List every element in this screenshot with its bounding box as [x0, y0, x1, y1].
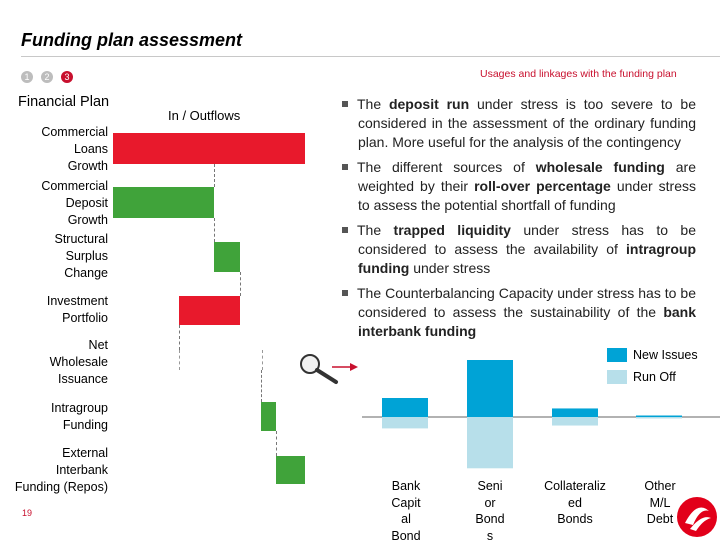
- bullet-deposit-run: The deposit run under stress is too seve…: [342, 95, 696, 152]
- brand-logo-icon: [677, 497, 717, 537]
- category-label: Other M/L Debt: [644, 479, 676, 526]
- bar-new-issues-2: [552, 408, 598, 417]
- connector-2: [214, 218, 215, 242]
- bar-new-issues-3: [636, 415, 682, 417]
- legend-swatch-new-issues: [607, 348, 627, 362]
- bullet-trapped-liquidity: The trapped liquidity under stress has t…: [342, 221, 696, 278]
- row-label-commercial-loans: Commercial Loans Growth: [41, 125, 108, 173]
- bar-new-issues-0: [382, 398, 428, 417]
- magnifier-icon: [300, 354, 358, 384]
- legend-swatch-run-off: [607, 370, 627, 384]
- step-2-badge[interactable]: 2: [41, 71, 53, 83]
- row-label-external-interbank: External Interbank Funding (Repos): [14, 446, 108, 494]
- issuance-chart: [362, 360, 720, 469]
- row-label-structural-surplus: Structural Surplus Change: [54, 232, 109, 280]
- row-label-net-wholesale: Net Wholesale Issuance: [49, 338, 108, 386]
- connector-5: [261, 370, 262, 402]
- commentary-bullets: The deposit run under stress is too seve…: [342, 95, 696, 347]
- connector-4: [179, 325, 180, 350]
- bar-external-interbank: [276, 456, 305, 484]
- bar-structural-surplus: [214, 242, 240, 272]
- bar-commercial-loans: [113, 133, 305, 164]
- category-label: Bank Capit al Bond: [391, 479, 421, 543]
- bar-run-off-0: [382, 417, 428, 429]
- connector-6: [276, 431, 277, 456]
- bar-run-off-3: [636, 417, 682, 419]
- breadcrumb: Usages and linkages with the funding pla…: [480, 68, 677, 80]
- row-label-intragroup-funding: Intragroup Funding: [51, 401, 108, 432]
- page-number: 19: [22, 508, 33, 518]
- connector-1: [214, 164, 215, 187]
- bar-run-off-1: [467, 417, 513, 469]
- connector-3: [240, 272, 241, 296]
- bullet-wholesale-funding: The different sources of wholesale fundi…: [342, 158, 696, 215]
- bar-new-issues-1: [467, 360, 513, 417]
- bar-intragroup-funding: [261, 402, 276, 431]
- title-divider: [21, 56, 720, 57]
- net-wholesale-placeholder: [179, 350, 263, 370]
- bar-commercial-deposit: [113, 187, 214, 218]
- flows-heading: In / Outflows: [168, 108, 241, 123]
- legend-label-new-issues: New Issues: [633, 348, 698, 362]
- bullet-counterbalancing: The Counterbalancing Capacity under stre…: [342, 284, 696, 341]
- page-title: Funding plan assessment: [21, 30, 243, 50]
- category-label: Seni or Bond s: [475, 479, 505, 543]
- category-label: Collateraliz ed Bonds: [544, 479, 606, 526]
- row-label-commercial-deposit: Commercial Deposit Growth: [41, 179, 108, 227]
- legend-label-run-off: Run Off: [633, 370, 676, 384]
- bar-investment-portfolio: [179, 296, 240, 325]
- row-label-investment-portfolio: Investment Portfolio: [46, 294, 108, 325]
- step-3-badge[interactable]: 3: [61, 71, 73, 83]
- bar-run-off-2: [552, 417, 598, 426]
- financial-plan-heading: Financial Plan: [18, 94, 110, 110]
- step-1-badge[interactable]: 1: [21, 71, 33, 83]
